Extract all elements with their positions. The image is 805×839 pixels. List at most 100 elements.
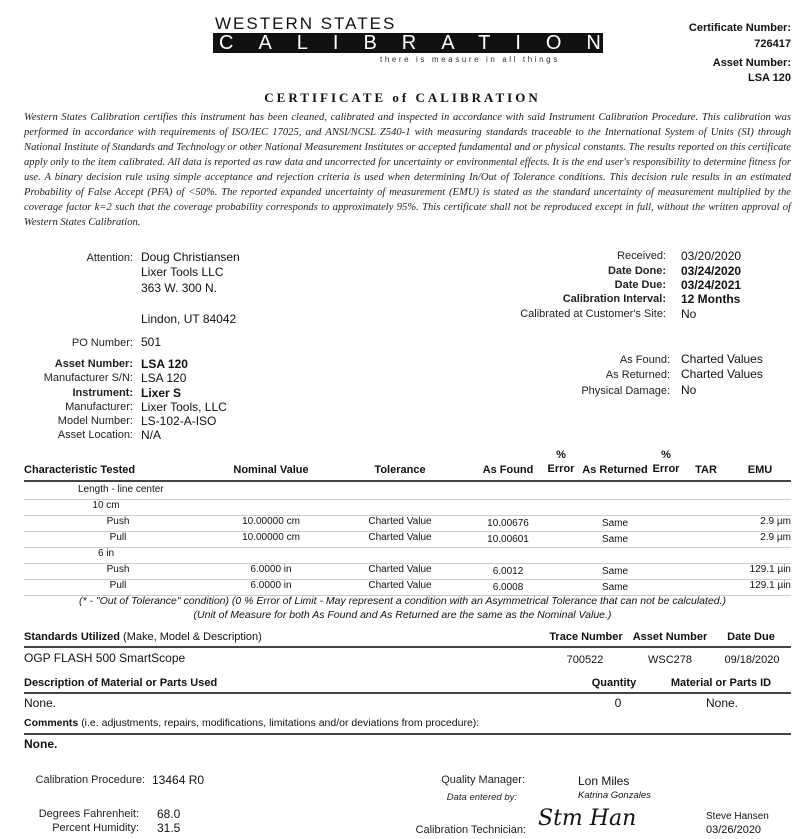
asset-number: LSA 120: [141, 357, 188, 371]
header-asset-number: LSA 120: [747, 72, 791, 84]
col-std-due: Date Due: [727, 631, 775, 643]
parts-quantity: 0: [614, 696, 622, 710]
cell-nominal: 6.0000 in: [250, 564, 292, 575]
cell-returned: Same: [601, 518, 629, 529]
page-title: CERTIFICATE of CALIBRATION: [264, 90, 541, 105]
standards-sublabel: (Make, Model & Description): [123, 631, 262, 643]
date-due-label: Date Due:: [614, 279, 666, 291]
cell-returned: Same: [601, 534, 629, 545]
technician-signature: Stm Han: [538, 806, 637, 831]
date-done-label: Date Done:: [607, 265, 666, 277]
col-error2: Error: [652, 463, 680, 475]
humidity: 31.5: [157, 821, 181, 835]
col-parts-id: Material or Parts ID: [670, 677, 772, 689]
col-pct1: %: [556, 449, 566, 461]
units-note: (Unit of Measure for both As Found and A…: [193, 609, 612, 621]
cell-found: 10.00676: [487, 518, 529, 529]
manufacturer: Lixer Tools, LLC: [141, 400, 227, 414]
parts-description: None.: [24, 696, 57, 710]
certification-statement: Western States Calibration certifies thi…: [24, 112, 791, 228]
asset-location: N/A: [141, 428, 162, 442]
technician-name: Steve Hansen: [706, 811, 769, 822]
standards-label: Standards Utilized: [24, 631, 120, 643]
cell-emu: 129.1 µin: [749, 564, 791, 575]
col-as-returned: As Returned: [582, 464, 648, 476]
standard-due: 09/18/2020: [724, 654, 780, 666]
cell-char: 10 cm: [92, 500, 120, 511]
damage-label: Physical Damage:: [581, 385, 670, 397]
cell-returned: Same: [601, 582, 629, 593]
cell-char: Pull: [109, 580, 127, 591]
customer-name: Doug Christiansen: [141, 250, 240, 264]
instrument-label: Instrument:: [72, 387, 134, 399]
temperature: 68.0: [157, 807, 181, 821]
cell-found: 6.0012: [492, 566, 524, 577]
parts-label: Description of Material or Parts Used: [24, 677, 218, 689]
col-tolerance: Tolerance: [374, 464, 426, 476]
qm-label: Quality Manager:: [441, 774, 525, 786]
asset-label: Asset Number:: [54, 358, 133, 370]
interval: 12 Months: [681, 292, 741, 306]
cell-returned: Same: [601, 566, 629, 577]
cell-char: Push: [106, 564, 130, 575]
instrument: Lixer S: [141, 386, 182, 400]
manufacturer-label: Manufacturer:: [65, 401, 133, 413]
col-pct2: %: [661, 449, 671, 461]
cell-emu: 129.1 µin: [749, 580, 791, 591]
customer-address1: 363 W. 300 N.: [141, 281, 218, 295]
cell-nominal: 10.00000 cm: [242, 516, 300, 527]
cell-tol: Charted Value: [368, 532, 432, 543]
tech-label: Calibration Technician:: [415, 824, 526, 836]
serial-number: LSA 120: [141, 371, 187, 385]
cell-emu: 2.9 µm: [760, 532, 791, 543]
col-trace: Trace Number: [549, 631, 623, 643]
po-number: 501: [141, 335, 162, 349]
col-std-asset: Asset Number: [632, 631, 708, 643]
interval-label: Calibration Interval:: [562, 293, 666, 305]
standard-asset: WSC278: [647, 654, 693, 666]
cell-tol: Charted Value: [368, 564, 432, 575]
as-returned-value: Charted Values: [681, 367, 763, 381]
cell-char: Pull: [109, 532, 127, 543]
header-asset-label: Asset Number:: [712, 57, 791, 69]
model-number: LS-102-A-ISO: [141, 414, 217, 428]
comments-label: Comments: [24, 717, 79, 729]
attention-label: Attention:: [86, 252, 133, 264]
cert-number: 726417: [754, 38, 791, 50]
logo-line1: WESTERN STATES: [215, 14, 397, 33]
cert-number-label: Certificate Number:: [688, 22, 791, 34]
sn-label: Manufacturer S/N:: [43, 372, 133, 384]
col-characteristic: Characteristic Tested: [24, 464, 136, 476]
cell-emu: 2.9 µm: [760, 516, 791, 527]
as-returned-label: As Returned:: [605, 369, 670, 381]
logo-line2: CALIBRATION: [213, 33, 603, 53]
cell-char: Length - line center: [78, 484, 164, 495]
site-value: No: [681, 307, 697, 321]
entered-label: Data entered by:: [446, 792, 517, 803]
humidity-label: Percent Humidity:: [52, 822, 139, 834]
temp-label: Degrees Fahrenheit:: [38, 808, 139, 820]
received-label: Received:: [617, 250, 666, 262]
col-emu: EMU: [747, 464, 773, 476]
data-entered-by: Katrina Gonzales: [578, 790, 651, 801]
as-found-value: Charted Values: [681, 352, 763, 366]
model-label: Model Number:: [57, 415, 133, 427]
comments-sublabel: (i.e. adjustments, repairs, modification…: [81, 717, 480, 729]
col-tar: TAR: [695, 464, 717, 476]
comments-value: None.: [24, 737, 58, 751]
tolerance-note: (* - "Out of Tolerance" condition) (0 % …: [78, 595, 727, 607]
as-found-label: As Found:: [619, 354, 670, 366]
date-due: 03/24/2021: [681, 278, 742, 292]
damage-value: No: [681, 383, 697, 397]
customer-company: Lixer Tools LLC: [141, 265, 224, 279]
cell-found: 6.0008: [492, 582, 524, 593]
cell-nominal: 10.00000 cm: [242, 532, 300, 543]
cell-found: 10.00601: [487, 534, 529, 545]
po-label: PO Number:: [71, 337, 133, 349]
date-done: 03/24/2020: [681, 264, 742, 278]
standard-trace: 700522: [566, 654, 604, 666]
standard-description: OGP FLASH 500 SmartScope: [24, 651, 186, 665]
col-as-found: As Found: [482, 464, 534, 476]
customer-address2: Lindon, UT 84042: [141, 312, 237, 326]
location-label: Asset Location:: [57, 429, 133, 441]
